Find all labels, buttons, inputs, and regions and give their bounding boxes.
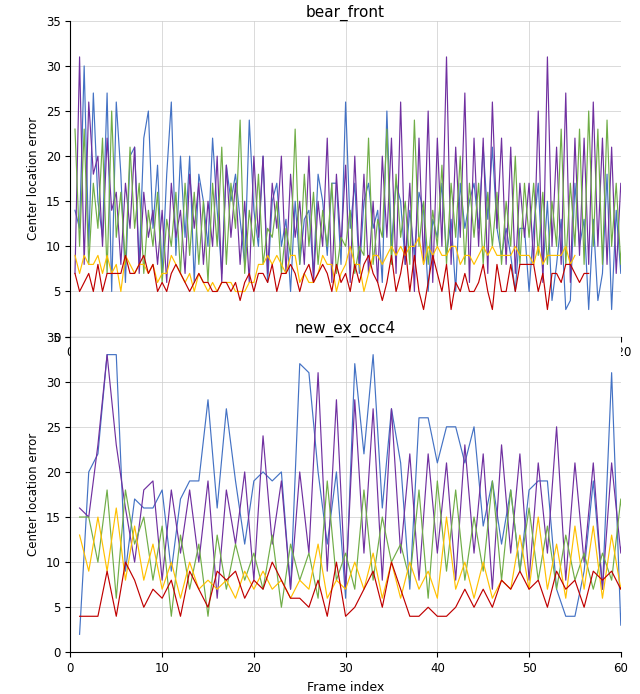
Title: new_ex_occ4: new_ex_occ4 (295, 321, 396, 337)
Y-axis label: Center location error: Center location error (28, 117, 40, 240)
Text: (a): (a) (336, 488, 355, 502)
Title: bear_front: bear_front (306, 5, 385, 21)
Legend: CBWH, LSHT, IDCT, Our old tracker, Proposed method: CBWH, LSHT, IDCT, Our old tracker, Propo… (138, 430, 554, 448)
Y-axis label: Center location error: Center location error (28, 433, 40, 556)
X-axis label: Frame index: Frame index (307, 681, 384, 693)
X-axis label: Frame index: Frame index (307, 365, 384, 378)
